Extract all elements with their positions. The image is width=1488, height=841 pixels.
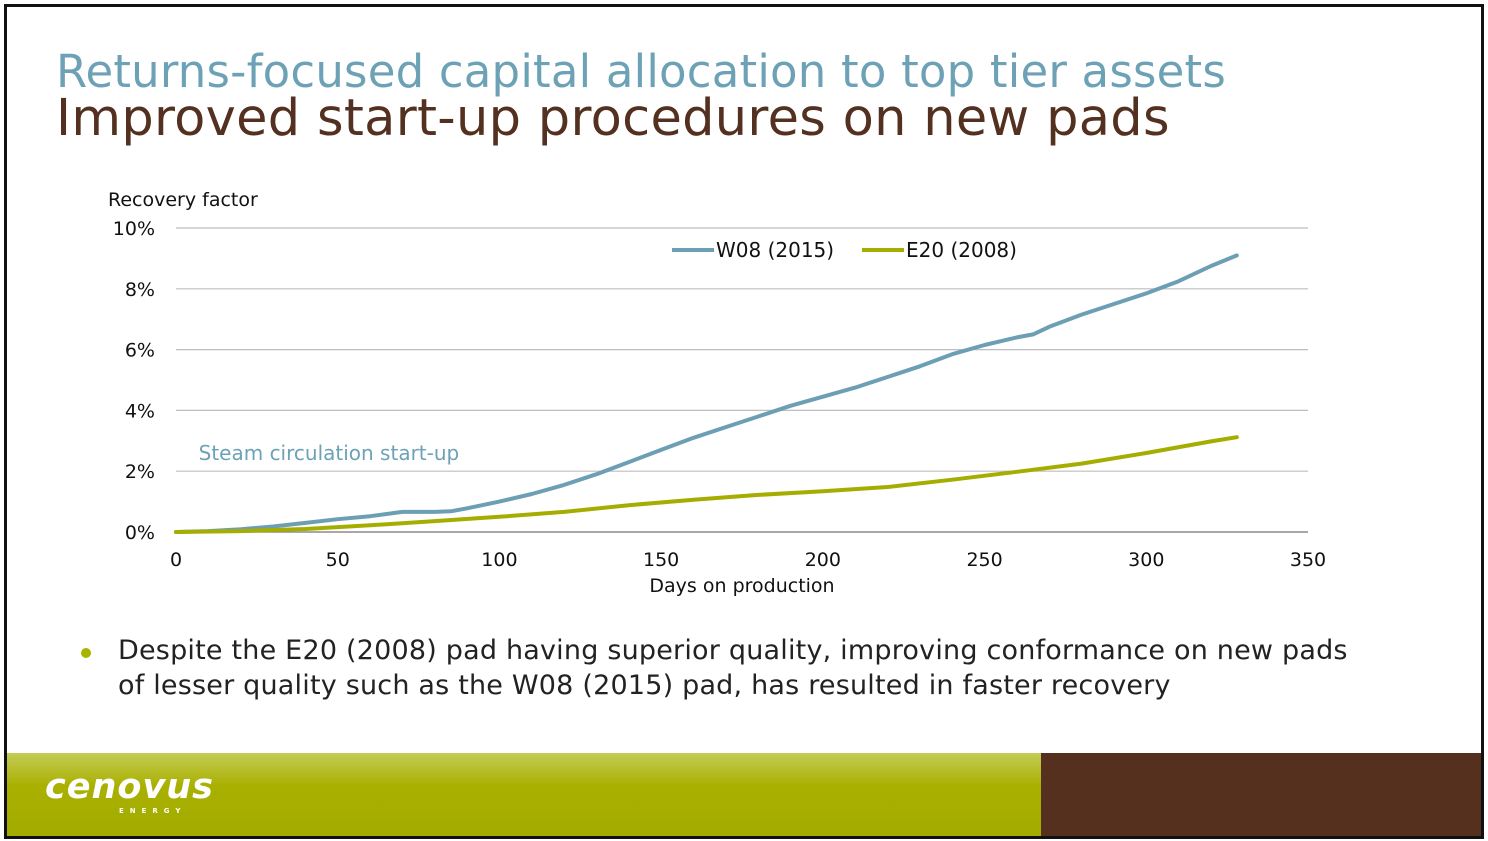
slide-subtitle: Improved start-up procedures on new pads (56, 89, 1170, 148)
y-tick-label: 6% (125, 340, 155, 362)
x-tick-label: 100 (481, 549, 517, 571)
cenovus-logo: cenovus (45, 767, 215, 807)
series-line (174, 435, 1239, 534)
y-tick-label: 4% (125, 400, 155, 422)
y-tick-label: 2% (125, 461, 155, 483)
bullet-dot-icon (81, 648, 91, 658)
legend-label: E20 (2008) (906, 238, 1017, 262)
x-tick-label: 200 (805, 549, 841, 571)
slide-title: Returns-focused capital allocation to to… (56, 45, 1226, 98)
y-tick-label: 0% (125, 522, 155, 544)
recovery-factor-chart: 0% 2% 4% 6% 8% 10% 0 50 100 150 200 250 300 350 Recove… (108, 189, 1326, 597)
footer-green-band (7, 753, 1041, 836)
x-tick-label: 150 (643, 549, 679, 571)
y-axis-title: Recovery factor (108, 189, 258, 211)
x-tick-label: 0 (170, 549, 182, 571)
y-tick-label: 8% (125, 279, 155, 301)
chart-annotation: Steam circulation start-up (199, 441, 460, 465)
x-tick-label: 50 (326, 549, 350, 571)
footer-bar: cenovus ENERGY (7, 753, 1481, 836)
slide-frame: Returns-focused capital allocation to to… (4, 4, 1484, 839)
x-tick-label: 300 (1128, 549, 1164, 571)
x-tick-label: 250 (966, 549, 1002, 571)
legend-label: W08 (2015) (716, 238, 834, 262)
y-tick-label: 10% (113, 218, 155, 240)
series-line (174, 253, 1239, 534)
x-tick-label: 350 (1290, 549, 1326, 571)
cenovus-logo-subtext: ENERGY (119, 807, 187, 815)
footer-brown-band (1041, 753, 1481, 836)
bullet-text: Despite the E20 (2008) pad having superi… (118, 635, 1348, 701)
x-axis-title: Days on production (649, 575, 834, 597)
